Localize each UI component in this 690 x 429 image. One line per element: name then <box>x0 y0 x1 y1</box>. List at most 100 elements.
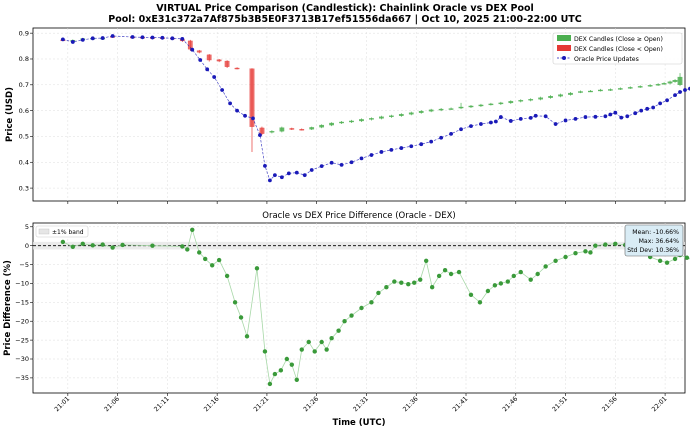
difference-point <box>216 257 222 263</box>
candle-up <box>349 120 354 123</box>
oracle-point <box>543 114 548 119</box>
difference-point <box>664 260 670 265</box>
figure-subtitle: Pool: 0xE31c372a7Af875b3B5E0F3713B17ef51… <box>108 14 581 25</box>
oracle-point <box>212 75 217 79</box>
oracle-point <box>339 162 344 167</box>
difference-x-tick-label: 21:26 <box>302 395 320 413</box>
difference-x-tick-label: 21:31 <box>352 395 370 413</box>
oracle-point <box>573 116 578 121</box>
oracle-point <box>563 118 568 123</box>
oracle-point <box>251 116 255 121</box>
difference-point <box>412 280 417 285</box>
legend-label-oracle: Oracle Price Updates <box>574 56 639 63</box>
candle-up <box>538 97 544 100</box>
candle-up <box>359 119 364 122</box>
oracle-point <box>651 105 656 110</box>
candle-down <box>299 129 305 131</box>
price-y-ticks: 0.3 0.4 0.5 0.6 0.7 0.8 0.9 <box>19 29 666 204</box>
candle-up <box>309 127 315 130</box>
candle-up <box>468 105 474 108</box>
price-y-tick-label: 0.3 <box>19 184 29 192</box>
oracle-point <box>140 35 145 40</box>
oracle-point <box>100 36 105 40</box>
oracle-point <box>528 115 533 120</box>
oracle-point <box>286 171 291 176</box>
candle-down <box>216 59 222 62</box>
difference-point <box>190 227 195 232</box>
oracle-point <box>294 170 299 175</box>
difference-y-tick-label: −5 <box>19 261 29 269</box>
legend-swatch-up <box>557 35 571 41</box>
oracle-point <box>180 36 185 41</box>
oracle-point <box>439 135 444 140</box>
oracle-point <box>160 35 165 40</box>
oracle-point <box>665 98 669 103</box>
candle-up <box>319 124 325 128</box>
difference-point <box>583 249 588 254</box>
legend-box <box>552 32 683 65</box>
candle-up <box>379 116 384 119</box>
oracle-point <box>553 122 558 126</box>
oracle-point <box>603 114 608 119</box>
difference-x-tick-label: 21:21 <box>253 395 271 413</box>
candle-up <box>655 84 661 86</box>
difference-point <box>492 283 498 288</box>
candle-up <box>369 118 374 120</box>
difference-x-tick-label: 21:51 <box>551 395 569 413</box>
oracle-point <box>613 110 618 115</box>
oracle-point <box>309 168 314 172</box>
difference-point <box>456 269 462 275</box>
difference-x-tick-label: 21:36 <box>402 395 420 413</box>
oracle-point <box>508 119 513 123</box>
difference-point <box>197 250 202 255</box>
difference-point <box>399 280 404 285</box>
difference-point <box>672 256 678 262</box>
candle-up <box>647 85 653 87</box>
difference-y-tick-label: −30 <box>15 355 29 363</box>
candle-up <box>498 102 504 105</box>
price-legend: DEX Candles (Close ≥ Open) DEX Candles (… <box>552 32 683 65</box>
price-y-axis-label: Price (USD) <box>5 87 15 142</box>
difference-x-tick-label: 21:41 <box>452 395 470 413</box>
difference-x-tick-label: 22:01 <box>651 395 669 413</box>
difference-point <box>442 268 448 273</box>
difference-point <box>312 349 317 354</box>
candle-up <box>408 112 414 115</box>
oracle-point <box>639 108 644 113</box>
band-legend-swatch <box>38 228 50 235</box>
oracle-point <box>263 163 267 168</box>
oracle-point <box>533 113 538 118</box>
difference-point <box>535 271 540 277</box>
band-legend: ±1% band <box>35 225 89 238</box>
difference-y-tick-label: 5 <box>25 223 29 231</box>
candle-up <box>418 110 424 113</box>
oracle-series <box>60 34 690 183</box>
difference-point <box>613 241 618 246</box>
difference-point <box>485 288 491 294</box>
candle-up <box>478 104 484 107</box>
difference-point <box>299 347 304 352</box>
oracle-point <box>60 37 65 42</box>
candle-up <box>339 121 344 124</box>
candle-up <box>558 94 563 97</box>
legend-label-up: DEX Candles (Close ≥ Open) <box>574 36 663 43</box>
difference-y-axis-label: Price Difference (%) <box>3 260 13 356</box>
candle-up <box>269 131 275 133</box>
difference-point <box>553 258 558 263</box>
candle-up <box>508 101 514 104</box>
oracle-point <box>228 101 232 106</box>
difference-x-tick-label: 21:11 <box>153 395 171 413</box>
oracle-point <box>198 58 203 62</box>
difference-point <box>180 244 185 249</box>
oracle-point <box>319 164 324 169</box>
oracle-point <box>619 115 624 120</box>
difference-x-ticks: 21:01 21:06 21:11 21:16 21:21 21:26 21:31 21:36… <box>53 393 669 413</box>
price-y-tick-label: 0.4 <box>19 158 29 166</box>
oracle-point <box>469 124 473 129</box>
difference-y-tick-label: −25 <box>15 336 29 344</box>
candle-up <box>617 88 623 90</box>
oracle-point <box>90 36 95 41</box>
oracle-point <box>150 35 155 40</box>
difference-point <box>238 315 244 320</box>
oracle-point <box>459 127 463 132</box>
